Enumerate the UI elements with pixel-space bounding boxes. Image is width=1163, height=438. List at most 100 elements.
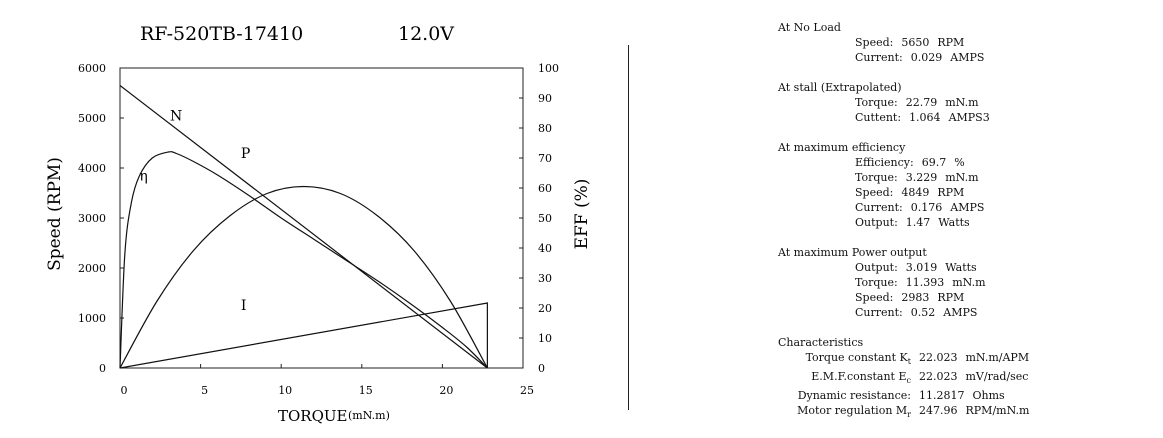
spec-unit: AMPS	[943, 306, 978, 319]
y-left-tick-label: 6000	[78, 62, 106, 75]
spec-value: 0.029	[910, 51, 943, 64]
spec-value: 3.229	[905, 171, 938, 184]
spec-section: At maximum efficiency Efficiency: 69.7% Tor…	[778, 140, 1029, 230]
x-tick-label: 15	[359, 384, 373, 397]
spec-unit: RPM	[937, 36, 965, 49]
spec-label: Speed:	[855, 186, 894, 199]
curve-label-P: P	[241, 146, 250, 162]
x-tick-label: 25	[520, 384, 534, 397]
characteristic-value: 247.96	[919, 404, 958, 418]
spec-unit: Watts	[938, 216, 970, 229]
spec-row: Speed: 4849 RPM	[778, 185, 1029, 200]
characteristic-subscript: t	[907, 357, 911, 367]
y-left-tick-label: 1000	[78, 312, 106, 325]
spec-heading: At maximum Power output	[778, 246, 927, 259]
characteristic-unit: mV/rad/sec	[965, 370, 1029, 384]
characteristic-label: E.M.F.constant Ec	[811, 370, 911, 386]
spec-unit: AMPS	[950, 201, 985, 214]
characteristics-row: E.M.F.constant Ec 22.023 mV/rad/sec	[778, 369, 1029, 388]
spec-label: Torque:	[855, 171, 898, 184]
spec-label: Current:	[855, 51, 903, 64]
spec-unit: Watts	[945, 261, 977, 274]
spec-value: 11.393	[905, 276, 945, 289]
spec-section: At stall (Extrapolated) Torque: 22.79 mN.m C…	[778, 80, 1029, 125]
spec-row: Torque: 11.393 mN.m	[778, 275, 1029, 290]
characteristic-unit: Ohms	[972, 389, 1005, 403]
spec-value: 5650	[901, 36, 930, 49]
y-right-tick-label: 100	[538, 62, 559, 75]
spec-label: Cuttent:	[855, 111, 902, 124]
spec-heading: At stall (Extrapolated)	[778, 81, 902, 94]
spec-row: Output: 1.47 Watts	[778, 215, 1029, 230]
spec-unit: AMPS	[950, 51, 985, 64]
y-left-axis-label: Speed (RPM)	[45, 157, 65, 271]
y-left-tick-label: 3000	[78, 212, 106, 225]
spec-value: 69.7	[921, 156, 947, 169]
spec-unit: RPM	[937, 186, 965, 199]
spec-value: 0.176	[910, 201, 943, 214]
spec-label: Speed:	[855, 36, 894, 49]
characteristics-row: Torque constant Kt 22.023 mN.m/APM	[778, 350, 1030, 369]
y-left-tick-label: 0	[99, 362, 106, 375]
motor-performance-chart: RF-520TB-17410 12.0V 0 1000 2000 3000 4000 5000…	[45, 23, 592, 425]
panel-divider	[628, 45, 629, 410]
characteristics-section: Characteristics Torque constant Kt 22.023 m…	[778, 335, 1029, 423]
y-right-tick-label: 10	[538, 332, 552, 345]
series-P-line	[119, 185, 488, 369]
chart-title: RF-520TB-17410	[140, 23, 303, 45]
spec-row: Speed: 2983 RPM	[778, 290, 1029, 305]
spec-unit: mN.m	[945, 171, 979, 184]
spec-unit: RPM	[937, 291, 965, 304]
spec-value: 1.47	[905, 216, 931, 229]
chart-voltage: 12.0V	[398, 23, 454, 45]
characteristic-unit: RPM/mN.m	[965, 404, 1030, 418]
y-left-tick-label: 4000	[78, 162, 106, 175]
curve-label-eta: η	[139, 169, 147, 185]
y-right-tick-label: 90	[538, 92, 552, 105]
y-right-tick-label: 80	[538, 122, 552, 135]
spec-row: Output: 3.019 Watts	[778, 260, 1029, 275]
spec-row: Efficiency: 69.7%	[778, 155, 1029, 170]
spec-row: Current: 0.176 AMPS	[778, 200, 1029, 215]
spec-row: Torque: 3.229 mN.m	[778, 170, 1029, 185]
characteristic-label: Torque constant Kt	[805, 351, 911, 367]
y-right-tick-label: 30	[538, 272, 552, 285]
spec-unit: %	[954, 156, 965, 169]
spec-value: 1.064	[909, 111, 941, 124]
characteristic-label: Dynamic resistance:	[797, 389, 911, 403]
spec-label: Torque:	[855, 96, 898, 109]
y-left-tick-label: 5000	[78, 112, 106, 125]
spec-row: Current: 0.52 AMPS	[778, 305, 1029, 320]
spec-value: 4849	[901, 186, 930, 199]
spec-row: Cuttent: 1.064 AMPS3	[778, 110, 1029, 125]
spec-row: Speed: 5650 RPM	[778, 35, 1029, 50]
y-left-tick-label: 2000	[78, 262, 106, 275]
series-eta-line	[119, 151, 488, 369]
y-right-tick-label: 20	[538, 302, 552, 315]
y-right-tick-label: 40	[538, 242, 552, 255]
x-tick-label: 10	[278, 384, 292, 397]
series-N-line	[119, 85, 488, 369]
characteristic-value: 22.023	[919, 370, 958, 384]
characteristic-subscript: c	[906, 376, 911, 386]
spec-value: 3.019	[905, 261, 938, 274]
spec-panel: At No Load Speed: 5650 RPM Current: 0.029 AMPS…	[778, 20, 1029, 438]
characteristic-unit: mN.m/APM	[965, 351, 1030, 364]
y-right-axis-label: EFF (%)	[572, 179, 592, 250]
spec-row: Current: 0.029 AMPS	[778, 50, 1029, 65]
spec-label: Output:	[855, 261, 898, 274]
characteristic-value: 11.2817	[919, 389, 965, 403]
characteristic-value: 22.023	[919, 351, 958, 364]
y-right-tick-label: 50	[538, 212, 552, 225]
y-right-tick-label: 70	[538, 152, 552, 165]
spec-value: 2983	[901, 291, 930, 304]
characteristics-heading: Characteristics	[778, 336, 864, 349]
series-I-line	[119, 302, 488, 369]
x-axis-label: TORQUE	[278, 407, 348, 425]
spec-label: Speed:	[855, 291, 894, 304]
spec-label: Current:	[855, 306, 903, 319]
spec-label: Torque:	[855, 276, 898, 289]
spec-row: Torque: 22.79 mN.m	[778, 95, 1029, 110]
spec-label: Current:	[855, 201, 903, 214]
x-tick-label: 5	[201, 384, 208, 397]
